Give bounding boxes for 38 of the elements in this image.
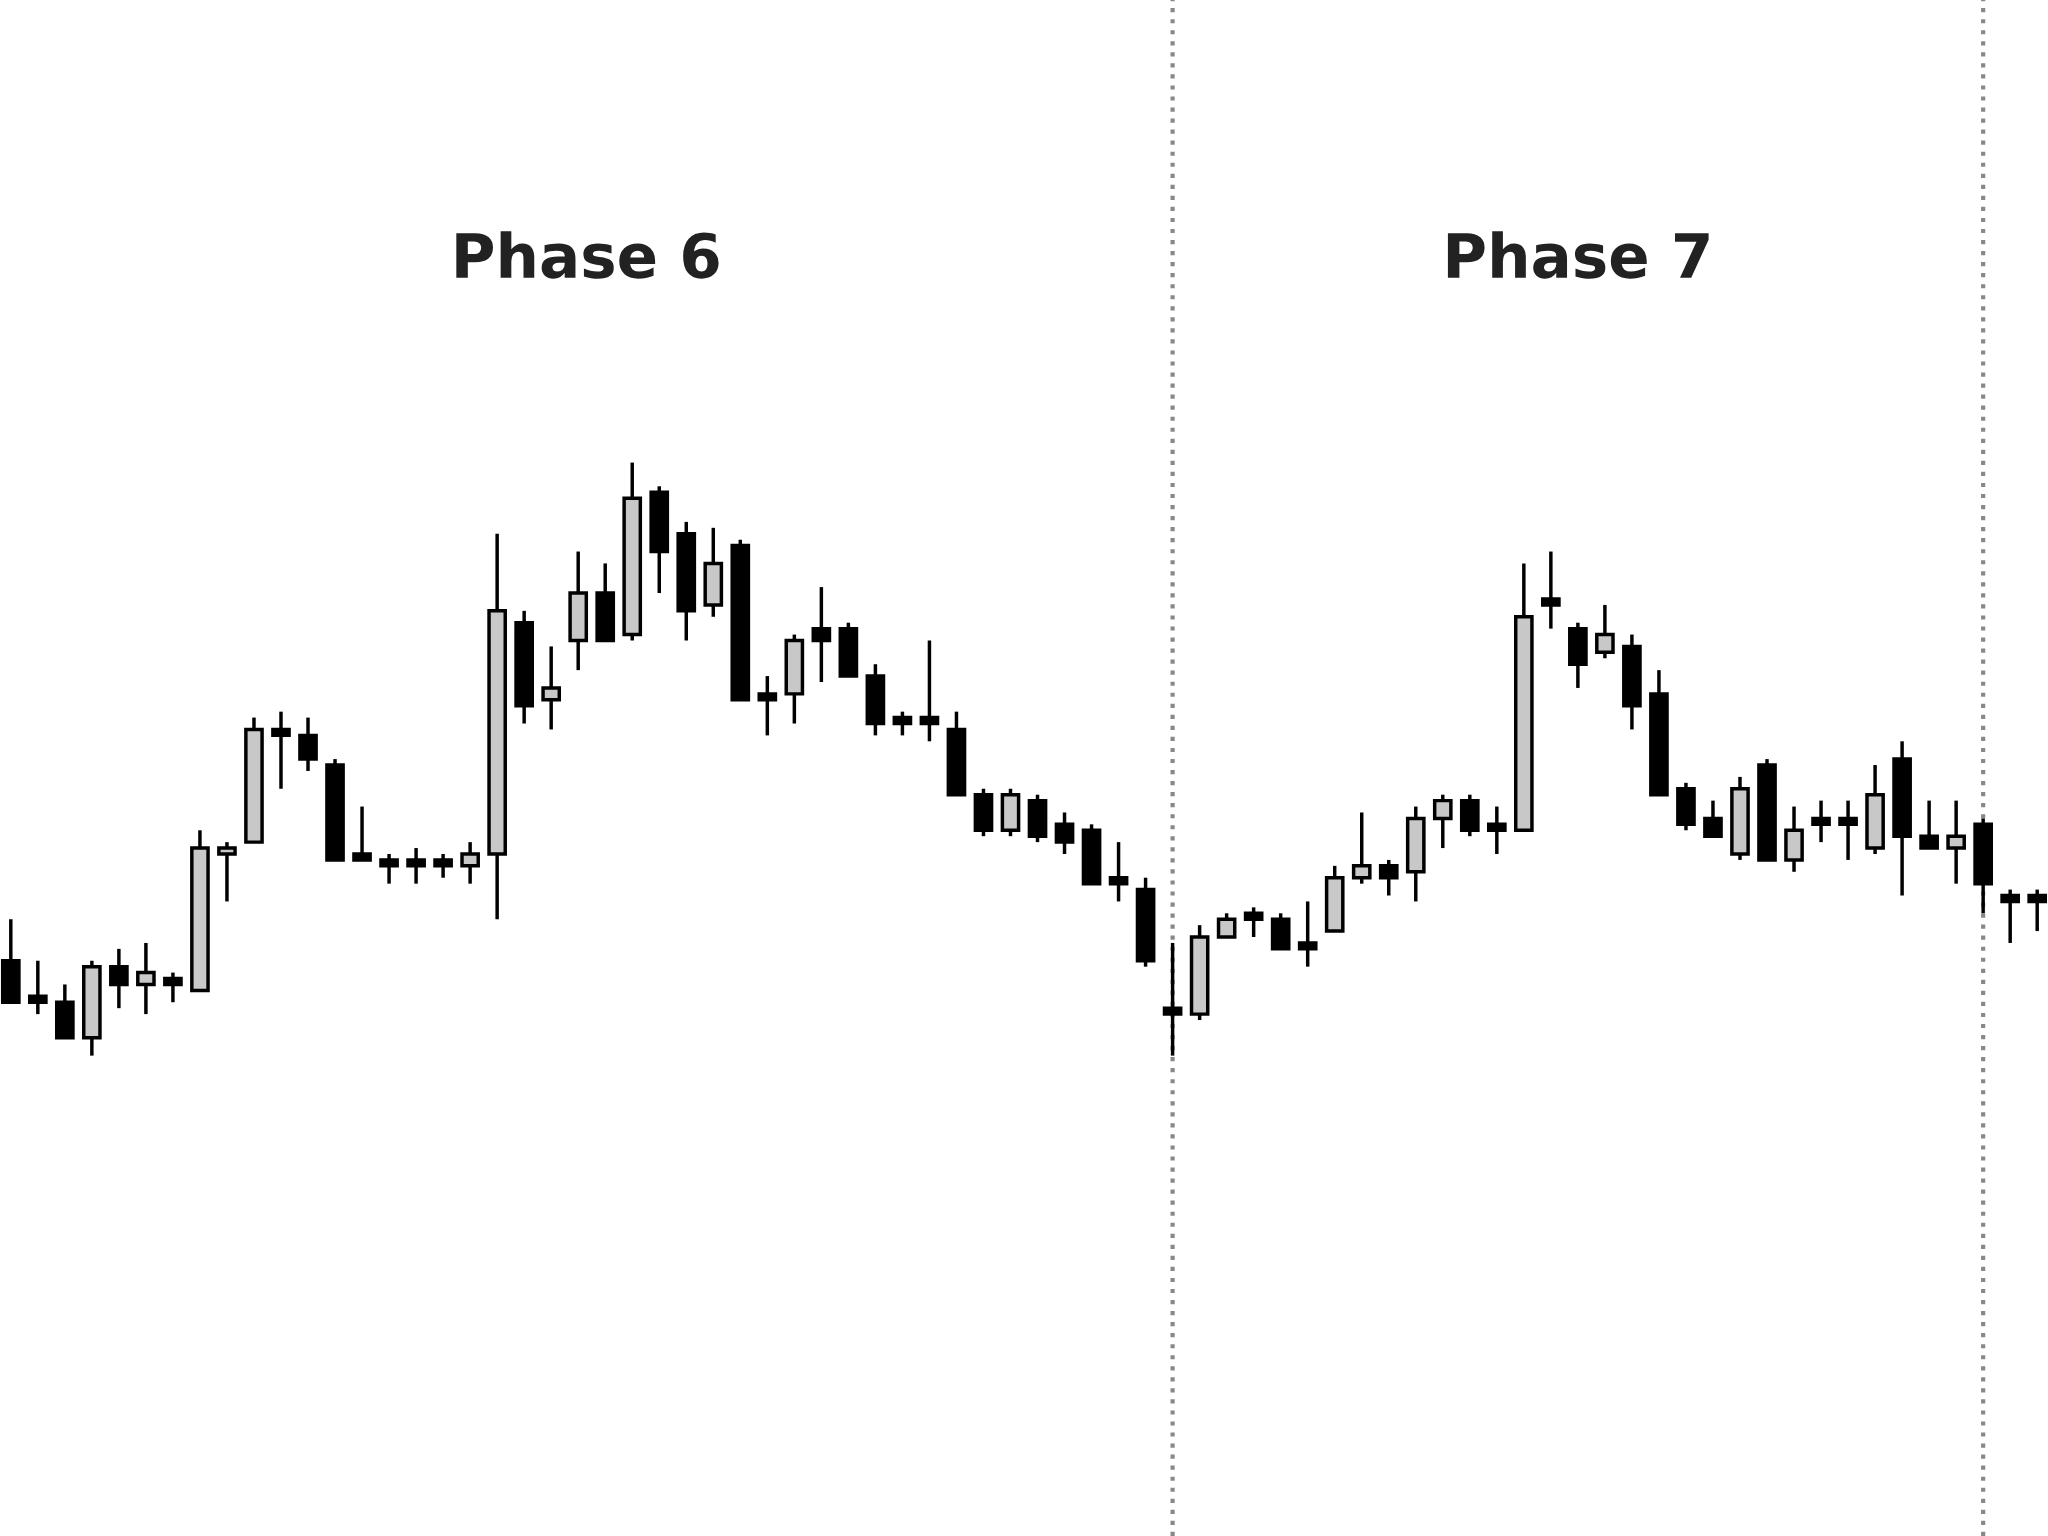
- candlestick: [1243, 907, 1264, 938]
- text: Phase 7: [1447, 231, 1709, 279]
- candlestick: [757, 676, 778, 736]
- candlestick: [811, 587, 832, 683]
- candlestick: [1946, 800, 1966, 884]
- candlestick: [919, 640, 940, 742]
- candlestick: [217, 842, 237, 902]
- candlestick: [1054, 812, 1075, 854]
- candlestick: [1919, 800, 1939, 850]
- candlestick: [1703, 800, 1723, 838]
- candlestick: [1486, 806, 1507, 854]
- candlestick: [163, 972, 183, 1003]
- candlestick: [541, 646, 562, 730]
- candlestick: [1432, 794, 1453, 850]
- candlestick: [1595, 603, 1615, 659]
- candlestick: [406, 848, 426, 884]
- candlestick: [1811, 800, 1831, 844]
- candlestick: [1351, 812, 1372, 884]
- candlestick: [1108, 842, 1129, 902]
- candlestick: [109, 947, 129, 1009]
- candlestick: [136, 941, 156, 1016]
- candlestick: [1162, 941, 1183, 1056]
- candlestick: [1541, 551, 1561, 629]
- candlestick: [27, 960, 48, 1016]
- text: Phase 6: [456, 231, 719, 279]
- candlestick: [352, 806, 372, 862]
- candlestick: [1378, 858, 1399, 896]
- candlestick: [2027, 889, 2048, 933]
- candlestick: [460, 842, 480, 884]
- candlestick: [1297, 901, 1318, 967]
- candlestick: [379, 853, 399, 884]
- candlestick: [433, 853, 453, 878]
- candlestick: [2000, 889, 2021, 943]
- candlestick: [1838, 800, 1858, 860]
- candlestick: [892, 711, 913, 736]
- candlestick: [271, 711, 291, 789]
- candlestick: [1216, 913, 1237, 939]
- candlestick: [298, 717, 318, 771]
